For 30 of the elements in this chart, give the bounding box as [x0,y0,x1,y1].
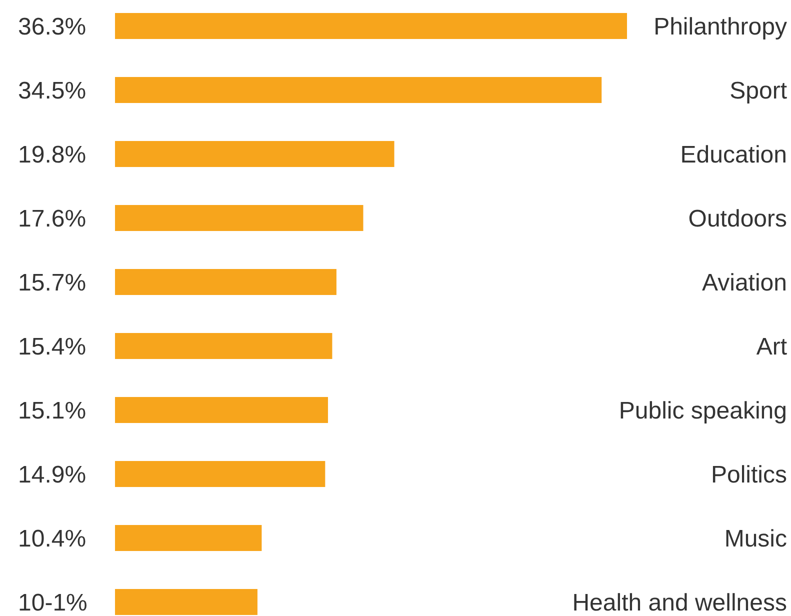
data-label: 19.8% [18,141,86,168]
data-label: 10.4% [18,525,86,552]
data-label: 36.3% [18,13,86,40]
y-tick-label: Outdoors [688,205,787,232]
y-tick-label: Aviation [702,269,787,296]
y-tick-label: Art [756,333,788,360]
bar [115,589,258,615]
y-tick-label: Sport [730,77,788,104]
data-label: 10-1% [18,589,88,616]
data-label: 15.7% [18,269,86,296]
data-label: 14.9% [18,461,86,488]
bar [115,269,336,295]
data-label: 15.1% [18,397,86,424]
bar [115,77,602,103]
y-tick-label: Health and wellness [572,589,787,616]
data-label: 34.5% [18,77,86,104]
y-tick-label: Philanthropy [654,13,787,40]
bar [115,461,326,487]
y-tick-label: Education [680,141,787,168]
data-label: 15.4% [18,333,86,360]
bar [115,141,394,167]
y-tick-label: Politics [710,461,787,488]
bar [115,333,332,359]
bar [115,13,627,39]
bar [115,205,364,231]
bar [115,525,262,551]
data-label: 17.6% [18,205,86,232]
y-tick-label: Public speaking [618,397,787,424]
bar [115,397,328,423]
y-tick-label: Music [724,525,787,552]
